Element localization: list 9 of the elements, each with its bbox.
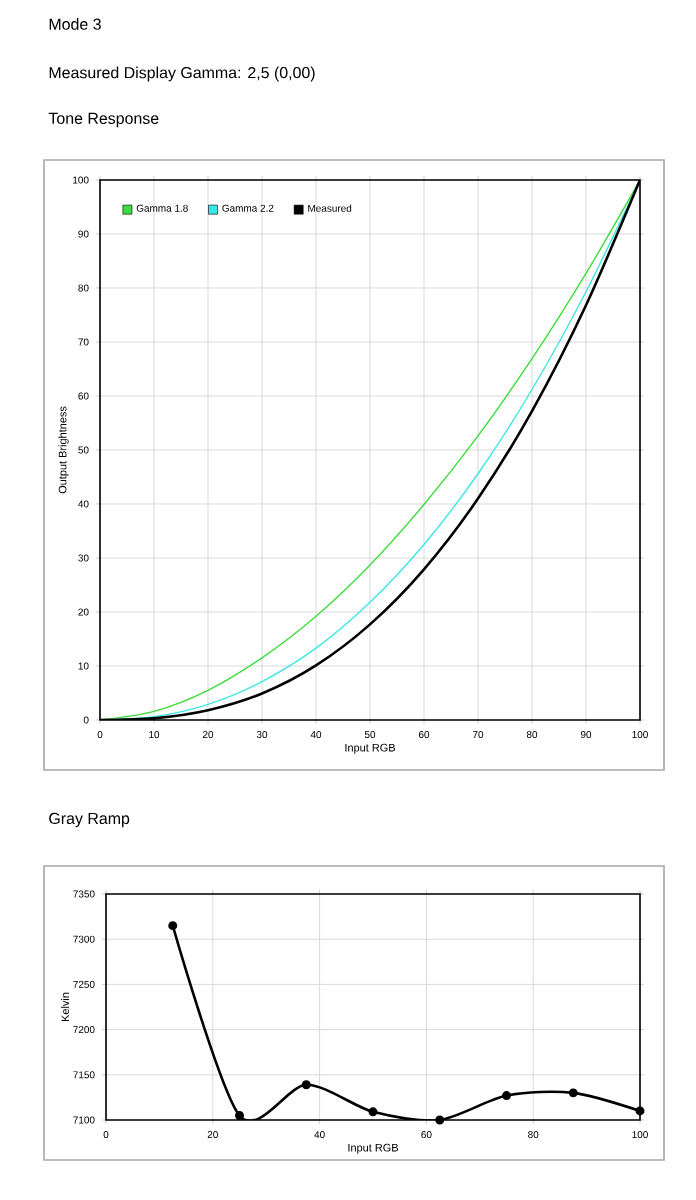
point (635, 1106, 645, 1116)
point (235, 1110, 244, 1120)
point (168, 921, 178, 931)
point (301, 1080, 311, 1090)
point (435, 1115, 445, 1125)
point (568, 1088, 578, 1098)
line-series (100, 179, 641, 720)
point (368, 1107, 378, 1117)
point (502, 1091, 511, 1101)
